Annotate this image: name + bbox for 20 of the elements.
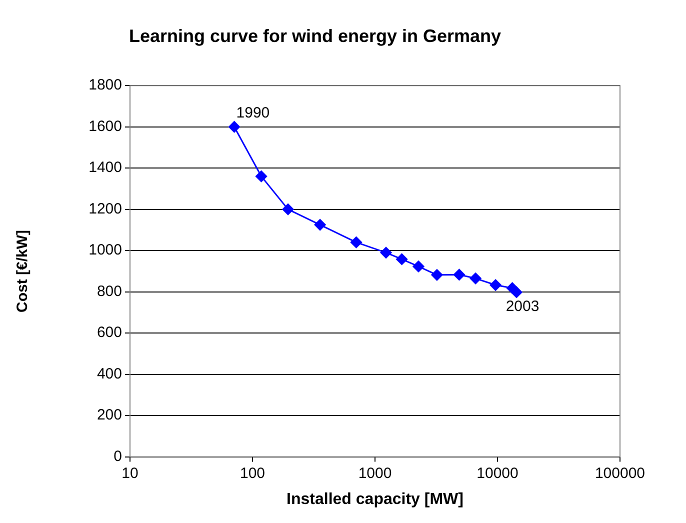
chart-title: Learning curve for wind energy in Germany — [128, 26, 502, 46]
y-tick-label: 200 — [96, 406, 122, 424]
x-axis-title: Installed capacity [MW] — [286, 490, 464, 508]
x-tick-label: 10000 — [476, 464, 518, 482]
annotation: 2003 — [506, 298, 540, 315]
y-tick-label: 800 — [96, 282, 122, 300]
x-tick-label: 100000 — [594, 464, 646, 482]
y-tick-label: 600 — [96, 324, 122, 342]
y-tick-label: 1000 — [88, 242, 122, 259]
y-tick-label: 1800 — [88, 76, 122, 94]
x-tick-label: 100 — [240, 464, 266, 482]
y-tick-label: 0 — [114, 448, 122, 465]
y-tick-label: 1400 — [88, 159, 122, 176]
x-tick-label: 10 — [122, 464, 138, 482]
x-tick-label: 1000 — [358, 464, 392, 482]
annotation: 1990 — [236, 104, 270, 122]
y-tick-label: 1600 — [88, 118, 122, 135]
y-tick-label: 400 — [96, 365, 122, 382]
y-axis-title: Cost [€/kW] — [14, 230, 32, 312]
y-tick-label: 1200 — [88, 200, 122, 218]
